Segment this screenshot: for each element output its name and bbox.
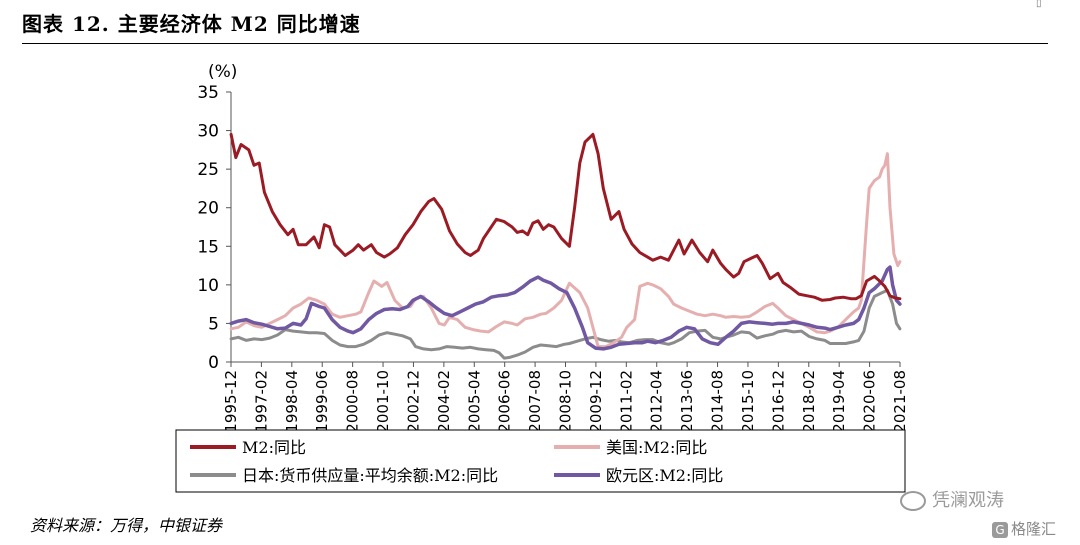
y-tick-label: 20	[197, 199, 219, 219]
x-tick-label: 2013-06	[678, 370, 696, 433]
watermark-line1: 凭澜观涛	[900, 486, 1004, 512]
g-logo-icon: G	[992, 521, 1008, 538]
x-tick-label: 2021-08	[891, 370, 909, 433]
x-tick-label: 2015-10	[739, 370, 757, 433]
x-tick-label: 2001-10	[374, 370, 392, 433]
x-tick-label: 2002-12	[404, 370, 422, 433]
x-tick-label: 2008-10	[557, 370, 575, 433]
y-tick-label: 5	[208, 314, 219, 334]
page-title: 图表 12. 主要经济体 M2 同比增速	[22, 12, 361, 36]
x-tick-label: 2000-08	[344, 370, 362, 433]
x-tick-label: 1997-02	[252, 370, 270, 433]
x-tick-label: 2005-04	[465, 370, 483, 433]
x-tick-label: 1998-04	[283, 370, 301, 433]
corner-mark: ▯	[1036, 0, 1042, 9]
x-tick-label: 1999-06	[313, 370, 331, 433]
series-line	[229, 288, 902, 360]
legend-label: 日本:货币供应量:平均余额:M2:同比	[242, 466, 498, 485]
legend-label: M2:同比	[242, 438, 306, 457]
x-tick-label: 2012-04	[648, 370, 666, 433]
wechat-icon	[900, 491, 926, 511]
title-divider	[22, 43, 1048, 44]
x-tick-label: 2014-08	[709, 370, 727, 433]
y-tick-label: 25	[197, 160, 219, 180]
y-tick-label: 15	[197, 237, 219, 257]
source-note: 资料来源：万得，中银证券	[30, 516, 223, 535]
x-tick-label: 2018-02	[800, 370, 818, 433]
watermark-line2: G 格隆汇	[992, 518, 1056, 539]
y-tick-label: 0	[208, 353, 219, 373]
y-axis-label: (%)	[208, 62, 237, 82]
x-tick-label: 2011-02	[617, 370, 635, 433]
x-tick-label: 2020-06	[861, 370, 879, 433]
watermark2-text: 格隆汇	[1011, 520, 1057, 538]
x-tick-label: 2009-12	[587, 370, 605, 433]
x-tick-label: 1995-12	[222, 370, 240, 433]
watermark-text: 凭澜观涛	[932, 490, 1004, 511]
legend-label: 美国:M2:同比	[606, 438, 707, 457]
series-line	[229, 132, 902, 302]
x-tick-label: 2016-12	[769, 370, 787, 433]
x-tick-label: 2004-02	[435, 370, 453, 433]
legend-label: 欧元区:M2:同比	[606, 466, 723, 485]
y-tick-label: 10	[197, 276, 219, 296]
series-line	[229, 152, 902, 349]
x-tick-label: 2006-06	[496, 370, 514, 433]
x-tick-label: 2007-08	[526, 370, 544, 433]
y-tick-label: 30	[197, 122, 219, 142]
x-tick-label: 2019-04	[830, 370, 848, 433]
y-tick-label: 35	[197, 83, 219, 103]
series-line	[229, 265, 902, 351]
legend-box	[175, 429, 906, 493]
